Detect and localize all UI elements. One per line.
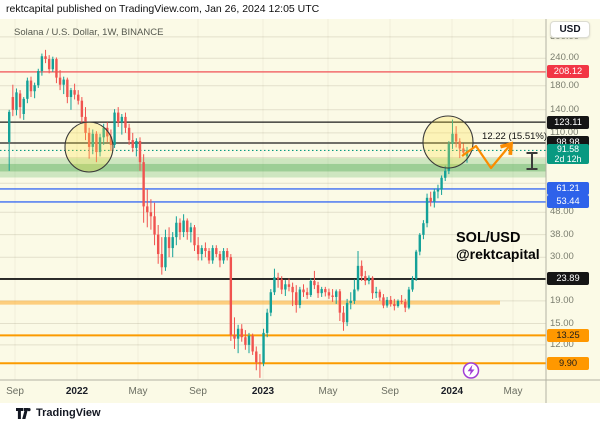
price-tick-label: 180.00 — [550, 79, 580, 91]
price-level-badge[interactable]: 53.44 — [547, 195, 589, 209]
price-level-badge[interactable]: 208.12 — [547, 65, 589, 79]
watermark-symbol: SOL/USD — [456, 230, 521, 246]
time-axis-label: 2023 — [251, 386, 275, 397]
price-tick-label: 240.00 — [550, 52, 580, 64]
time-axis-label: 2022 — [65, 386, 89, 397]
price-level-badge[interactable]: 23.89 — [547, 272, 589, 286]
price-level-badge[interactable]: 13.25 — [547, 328, 589, 342]
price-level-badge[interactable]: 91.58 2d 12h — [547, 143, 589, 165]
time-axis-label: Sep — [6, 386, 24, 397]
price-tick-label: 140.00 — [550, 103, 580, 115]
price-tick-label: 15.00 — [550, 317, 574, 329]
time-axis-label: May — [503, 386, 523, 397]
flash-idea-icon — [462, 362, 480, 379]
symbol-title: Solana / U.S. Dollar, 1W, BINANCE — [14, 27, 164, 38]
price-tick-label: 48.00 — [550, 206, 574, 218]
time-axis-label: Sep — [381, 386, 399, 397]
candles — [8, 49, 469, 378]
chart-watermark: SOL/USD @rektcapital — [456, 230, 540, 262]
demand-zone-bands — [0, 158, 546, 178]
attribution-bar: rektcapital published on TradingView.com… — [0, 0, 600, 19]
price-tick-label: 19.00 — [550, 294, 574, 306]
measure-annotation-label: 12.22 (15.51%) — [482, 131, 547, 142]
price-tick-label: 30.00 — [550, 251, 574, 263]
footer-bar: TradingView — [0, 403, 600, 423]
price-level-badge[interactable]: 9.90 — [547, 356, 589, 370]
watermark-author: @rektcapital — [456, 245, 540, 262]
tradingview-logo-icon — [16, 408, 31, 419]
ellipse-annotations — [64, 115, 474, 173]
attribution-text: rektcapital published on TradingView.com… — [6, 3, 320, 15]
price-tick-label: 12.00 — [550, 338, 574, 350]
ibeam-cursor — [526, 152, 538, 170]
time-axis-label: Sep — [189, 386, 207, 397]
price-level-badge[interactable]: 61.21 — [547, 182, 589, 196]
currency-unit-button[interactable]: USD — [550, 21, 590, 38]
chart-pane-background — [0, 19, 600, 403]
tradingview-brand-text: TradingView — [36, 407, 101, 419]
time-axis-label: 2024 — [440, 386, 464, 397]
time-axis-label: May — [318, 386, 338, 397]
price-tick-label: 110.00 — [550, 126, 579, 138]
price-projection-zigzag — [461, 144, 511, 170]
time-axis-label: May — [128, 386, 148, 397]
price-tick-label: 38.00 — [550, 228, 574, 240]
price-level-badge[interactable]: 123.11 — [547, 115, 589, 129]
